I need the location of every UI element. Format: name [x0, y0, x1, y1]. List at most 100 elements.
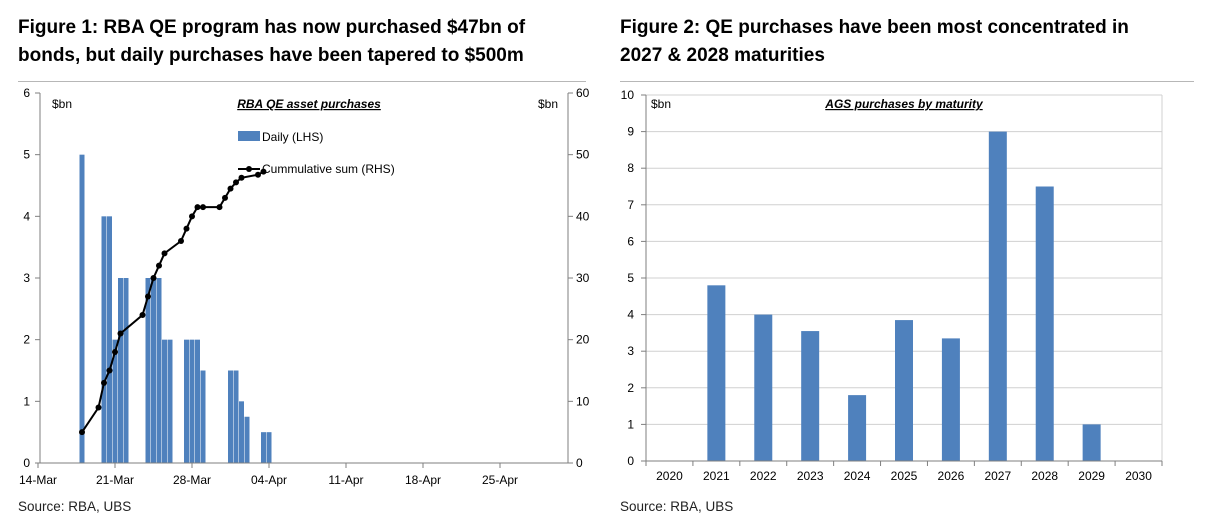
cumulative-point — [101, 379, 107, 386]
daily-bar — [151, 278, 156, 463]
daily-bar — [118, 278, 123, 463]
left-y-tick-label: 3 — [23, 271, 30, 285]
maturity-bar — [848, 395, 867, 461]
cumulative-point — [150, 275, 157, 281]
cumulative-point — [238, 174, 245, 181]
left-y-tick-label: 0 — [23, 456, 30, 470]
y-tick-label: 9 — [627, 125, 634, 139]
cumulative-point — [79, 429, 85, 436]
x-tick-label: 2030 — [1125, 469, 1152, 483]
cumulative-point — [189, 213, 195, 220]
daily-bar — [233, 370, 239, 463]
daily-bar — [79, 154, 85, 463]
maturity-bar — [988, 131, 1007, 461]
right-unit-label: $bn — [538, 97, 558, 111]
maturity-bar — [1035, 186, 1054, 461]
cumulative-point — [216, 204, 223, 211]
cumulative-point — [178, 238, 184, 244]
daily-bar — [123, 278, 129, 463]
left-y-tick-label: 6 — [23, 86, 30, 100]
y-tick-label: 4 — [627, 308, 634, 322]
legend-cumulative-marker — [246, 166, 252, 172]
y-tick-label: 1 — [627, 417, 634, 431]
legend-daily-label: Daily (LHS) — [262, 130, 323, 144]
maturity-bar — [1082, 424, 1101, 461]
x-tick-label: 04-Apr — [251, 473, 287, 487]
cumulative-point — [106, 367, 113, 374]
daily-bar — [107, 216, 112, 463]
cumulative-point — [156, 262, 162, 269]
cumulative-point — [227, 185, 234, 192]
x-tick-label: 2027 — [984, 469, 1011, 483]
x-tick-label: 2023 — [797, 469, 824, 483]
x-tick-label: 2026 — [938, 469, 965, 483]
figure2-source: Source: RBA, UBS — [620, 499, 734, 514]
x-tick-label: 2022 — [750, 469, 777, 483]
x-tick-label: 2028 — [1031, 469, 1058, 483]
cumulative-point — [222, 194, 228, 201]
cumulative-point — [255, 171, 261, 178]
x-tick-label: 28-Mar — [173, 473, 211, 487]
figure1-title: Figure 1: RBA QE program has now purchas… — [18, 14, 598, 70]
x-tick-label: 2029 — [1078, 469, 1105, 483]
right-y-tick-label: 50 — [576, 148, 590, 162]
cumulative-point — [112, 349, 118, 355]
chart1-title: RBA QE asset purchases — [237, 97, 381, 111]
x-tick-label: 14-Mar — [19, 473, 57, 487]
x-tick-label: 2020 — [656, 469, 683, 483]
right-y-tick-label: 60 — [576, 86, 590, 100]
figure1-source: Source: RBA, UBS — [18, 499, 132, 514]
x-tick-label: 2024 — [844, 469, 871, 483]
right-y-tick-label: 0 — [576, 456, 583, 470]
x-tick-label: 2025 — [891, 469, 918, 483]
left-y-tick-label: 4 — [23, 209, 30, 223]
y-tick-label: 5 — [627, 271, 634, 285]
daily-bar — [189, 339, 195, 463]
maturity-bar — [941, 338, 960, 461]
daily-bar — [112, 339, 118, 463]
daily-bar — [145, 278, 151, 463]
daily-bar — [195, 339, 200, 463]
daily-bar — [244, 416, 250, 463]
y-tick-label: 3 — [627, 344, 634, 358]
daily-bar — [101, 216, 107, 463]
daily-bar — [261, 432, 266, 463]
cumulative-point — [145, 293, 151, 300]
figure2-title-line2: 2027 & 2028 maturities — [620, 45, 825, 66]
figure2-title-rule — [620, 81, 1194, 82]
x-tick-label: 25-Apr — [482, 473, 518, 487]
daily-bar — [156, 278, 162, 463]
maturity-bar — [707, 285, 726, 461]
maturity-bar — [754, 314, 773, 461]
legend-daily-swatch — [238, 131, 260, 141]
left-unit-label: $bn — [52, 97, 72, 111]
maturity-bar — [801, 331, 820, 461]
cumulative-point — [183, 225, 190, 232]
figure1-title-rule — [18, 81, 586, 82]
daily-bar — [200, 370, 206, 463]
y-tick-label: 7 — [627, 198, 634, 212]
y-tick-label: 0 — [627, 454, 634, 468]
cumulative-point — [233, 179, 239, 186]
figure2-title-line1: Figure 2: QE purchases have been most co… — [620, 17, 1129, 38]
ags-maturity-chart: 0 1 2 3 4 5 6 7 8 9 10 2020 2021 2022 2023 2024 2025 2026… — [621, 88, 1163, 483]
cumulative-point — [161, 250, 168, 257]
x-tick-label: 11-Apr — [328, 473, 363, 487]
y-unit-label: $bn — [651, 97, 671, 111]
right-y-tick-label: 10 — [576, 394, 590, 408]
legend-cumulative-label: Cummulative sum (RHS) — [262, 162, 395, 176]
daily-bar — [162, 339, 167, 463]
daily-bar — [167, 339, 173, 463]
right-y-tick-label: 30 — [576, 271, 590, 285]
left-y-tick-label: 5 — [23, 148, 30, 162]
x-tick-label: 2021 — [703, 469, 730, 483]
daily-bar — [266, 432, 272, 463]
maturity-bar — [895, 320, 913, 461]
cumulative-point — [95, 404, 102, 411]
daily-bar — [184, 339, 189, 463]
x-tick-label: 21-Mar — [96, 473, 134, 487]
figure2-title: Figure 2: QE purchases have been most co… — [620, 14, 1200, 70]
y-tick-label: 10 — [621, 88, 635, 102]
figure1-title-line2: bonds, but daily purchases have been tap… — [18, 45, 524, 66]
daily-bar — [228, 370, 233, 463]
